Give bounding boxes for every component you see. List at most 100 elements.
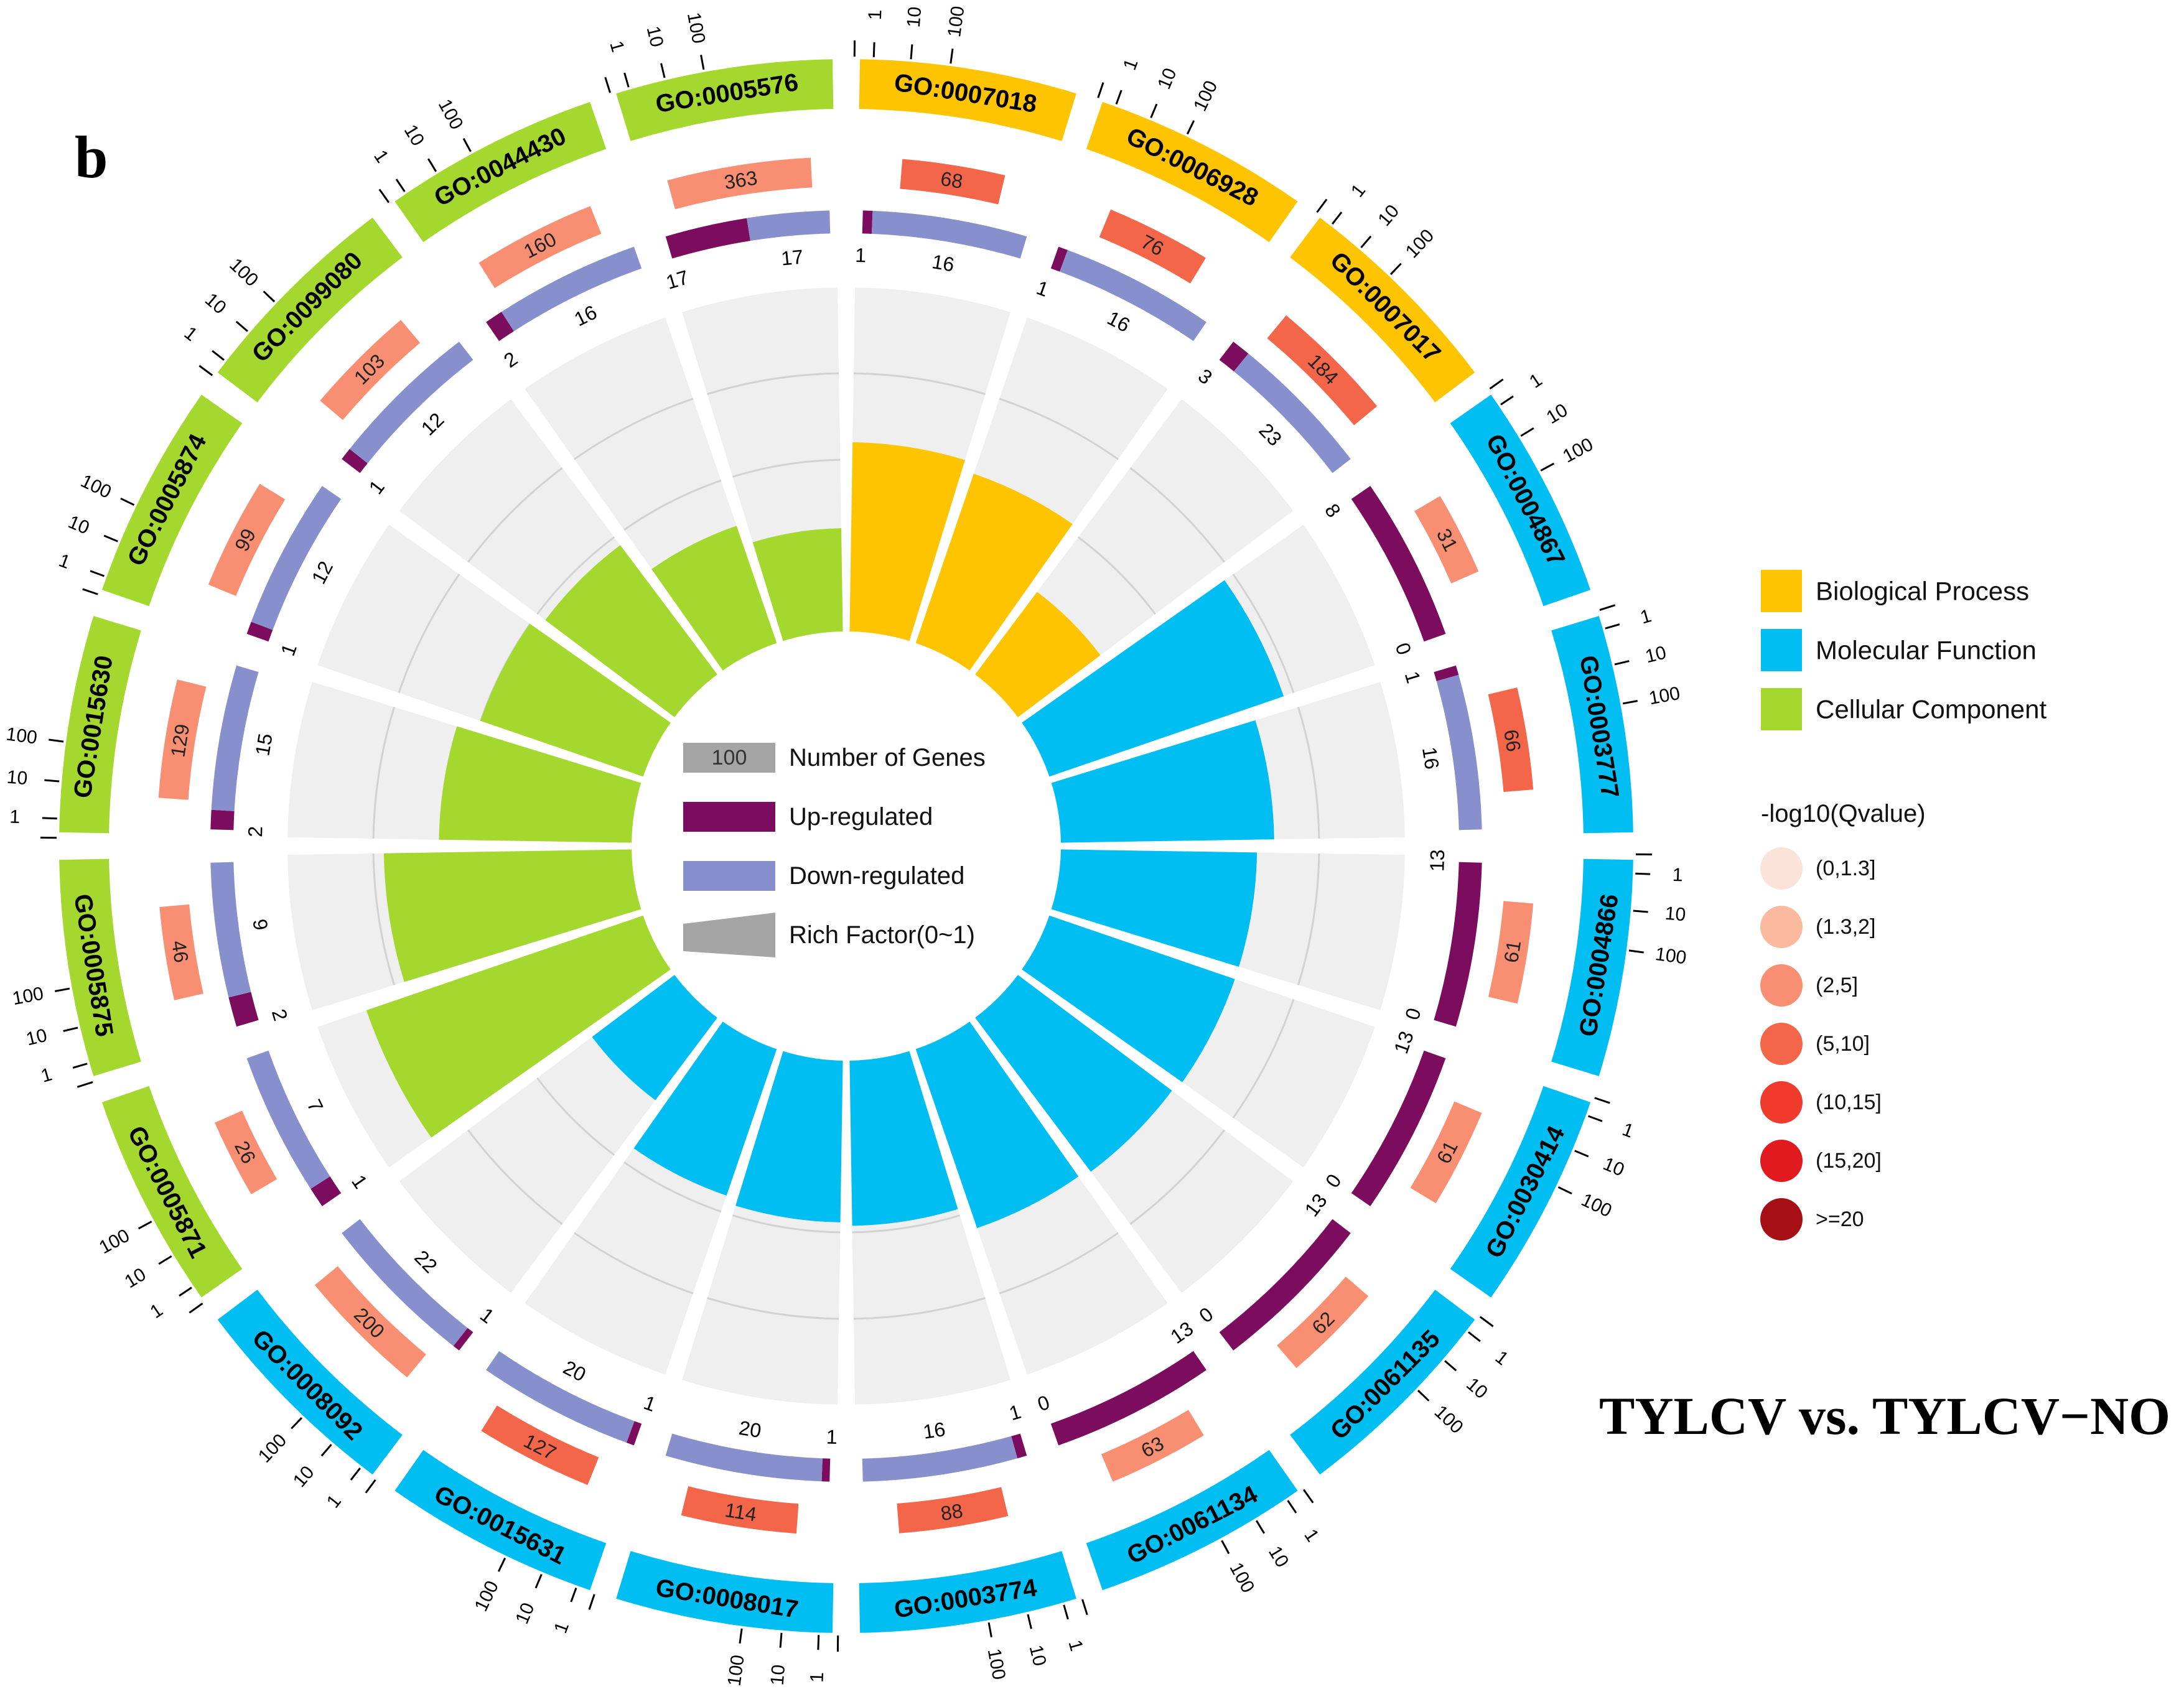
legend-qvalue-dot [1760,1023,1803,1065]
up-count-go-0005875: 2 [268,1007,292,1023]
scale-tick-label: 1 [1526,370,1546,393]
scale-tick [291,1418,302,1428]
scale-tick [911,44,912,59]
total-genes-label-go-0004866: 61 [1500,939,1525,964]
down-regulated-bar-go-0007018 [872,211,1027,259]
up-regulated-bar-go-0015630 [210,810,234,830]
scale-tick [1521,428,1534,435]
scale-axis-line [605,77,610,93]
up-count-go-0004867: 8 [1320,500,1345,521]
scale-tick-label: 10 [1462,1374,1491,1403]
scale-tick-label: 1 [180,323,201,345]
legend-qvalue-label: (15,20] [1816,1149,1882,1173]
scale-axis-line [589,1594,594,1610]
scale-tick-label: 100 [683,11,709,45]
scale-tick-label: 100 [1402,225,1438,262]
scale-axis-line [366,1480,376,1493]
scale-axis-line [1600,605,1615,610]
up-count-go-0005576: 17 [663,266,691,294]
down-count-go-0015631: 20 [559,1356,589,1386]
scale-axis-line [1304,1489,1313,1502]
scale-tick-label: 10 [121,1264,150,1293]
scale-tick-label: 100 [944,5,968,39]
legend-genes-sample: 100 [712,746,747,770]
legend-genes-label: Number of Genes [789,744,986,771]
scale-tick [73,1064,87,1068]
up-regulated-bar-go-0008017 [822,1458,831,1481]
scale-tick-label: 1 [1620,1119,1636,1142]
scale-tick [661,63,665,78]
go-term-label-go-0061135: GO:0061135 [1325,1325,1445,1445]
scale-tick [428,159,436,172]
legend-qvalue-dot [1760,906,1803,948]
center-legend: 100 Number of Genes Up-regulated Down-regul… [683,743,986,957]
scale-tick [212,351,224,360]
scale-tick [1361,236,1371,248]
scale-tick-label: 100 [11,984,45,1009]
up-regulated-bar-go-0005576 [666,218,750,259]
down-regulated-bar-go-0003774 [862,1436,1017,1482]
up-count-go-0008092: 1 [476,1303,498,1328]
scale-axis-line [1490,379,1503,389]
down-regulated-bar-go-0015630 [212,666,259,811]
scale-tick [1558,1187,1572,1193]
scale-tick [1151,104,1157,118]
scale-tick-label: 10 [511,1600,538,1627]
scale-tick [1064,1605,1068,1619]
scale-tick [625,73,629,87]
scale-tick-label: 10 [201,289,230,319]
legend-qvalue-dot [1760,1140,1803,1182]
scale-tick-label: 1 [1672,865,1683,886]
legend-category-label-cc: Cellular Component [1816,695,2047,724]
scale-tick-label: 100 [1430,1402,1467,1438]
scale-tick [1116,90,1121,105]
scale-tick-label: 100 [1225,1559,1258,1596]
scale-tick [571,1588,576,1602]
legend-qvalue-dot [1760,964,1803,1007]
scale-axis-line [1082,1599,1087,1615]
scale-tick [1605,625,1620,629]
down-count-go-0003774: 16 [922,1418,947,1443]
scale-tick [1629,951,1644,952]
legend-qvalue-label: (1.3,2] [1816,915,1875,939]
legend-rich-swatch [683,913,775,957]
up-regulated-bar-go-0005875 [228,992,258,1027]
down-count-go-0007018: 16 [930,250,956,276]
legend-category-swatch-cc [1761,688,1802,730]
up-count-go-0007017: 3 [1194,365,1216,389]
scale-tick-label: 1 [1638,605,1654,628]
scale-tick-label: 10 [24,1025,49,1050]
scale-tick-label: 100 [471,1578,503,1614]
scale-tick-label: 1 [56,550,73,573]
scale-tick-label: 100 [984,1647,1009,1681]
scale-axis-line [199,366,212,376]
scale-tick [1633,911,1648,912]
scale-tick-label: 10 [1154,65,1180,93]
scale-tick-label: 1 [370,146,393,166]
legend-qvalue-label: >=20 [1816,1207,1864,1231]
scale-tick-label: 1 [1347,180,1370,201]
scale-tick-label: 1 [1300,1525,1323,1545]
scale-tick-label: 1 [1119,56,1142,73]
legend-down-swatch [683,861,775,891]
scale-axis-line [1480,1317,1493,1327]
legend-qvalue-dot [1760,1081,1803,1124]
scale-tick [55,989,70,991]
scale-tick-label: 100 [1647,683,1681,709]
legend-down-label: Down-regulated [789,862,964,890]
scale-tick [1501,396,1513,404]
scale-tick-label: 100 [1190,78,1221,114]
scale-tick-label: 10 [1025,1643,1050,1668]
down-count-go-0005576: 17 [780,245,805,269]
legend-qvalue-dot [1760,847,1803,890]
scale-tick-label: 10 [1643,643,1668,668]
down-count-go-0003777: 16 [1418,745,1444,771]
scale-tick [1588,1116,1602,1121]
scale-tick [1468,1332,1480,1341]
legend-qvalue-label: (5,10] [1816,1032,1870,1056]
legend-up-label: Up-regulated [789,803,933,831]
scale-tick [1288,1501,1296,1513]
legend-category-label-bp: Biological Process [1816,577,2029,606]
